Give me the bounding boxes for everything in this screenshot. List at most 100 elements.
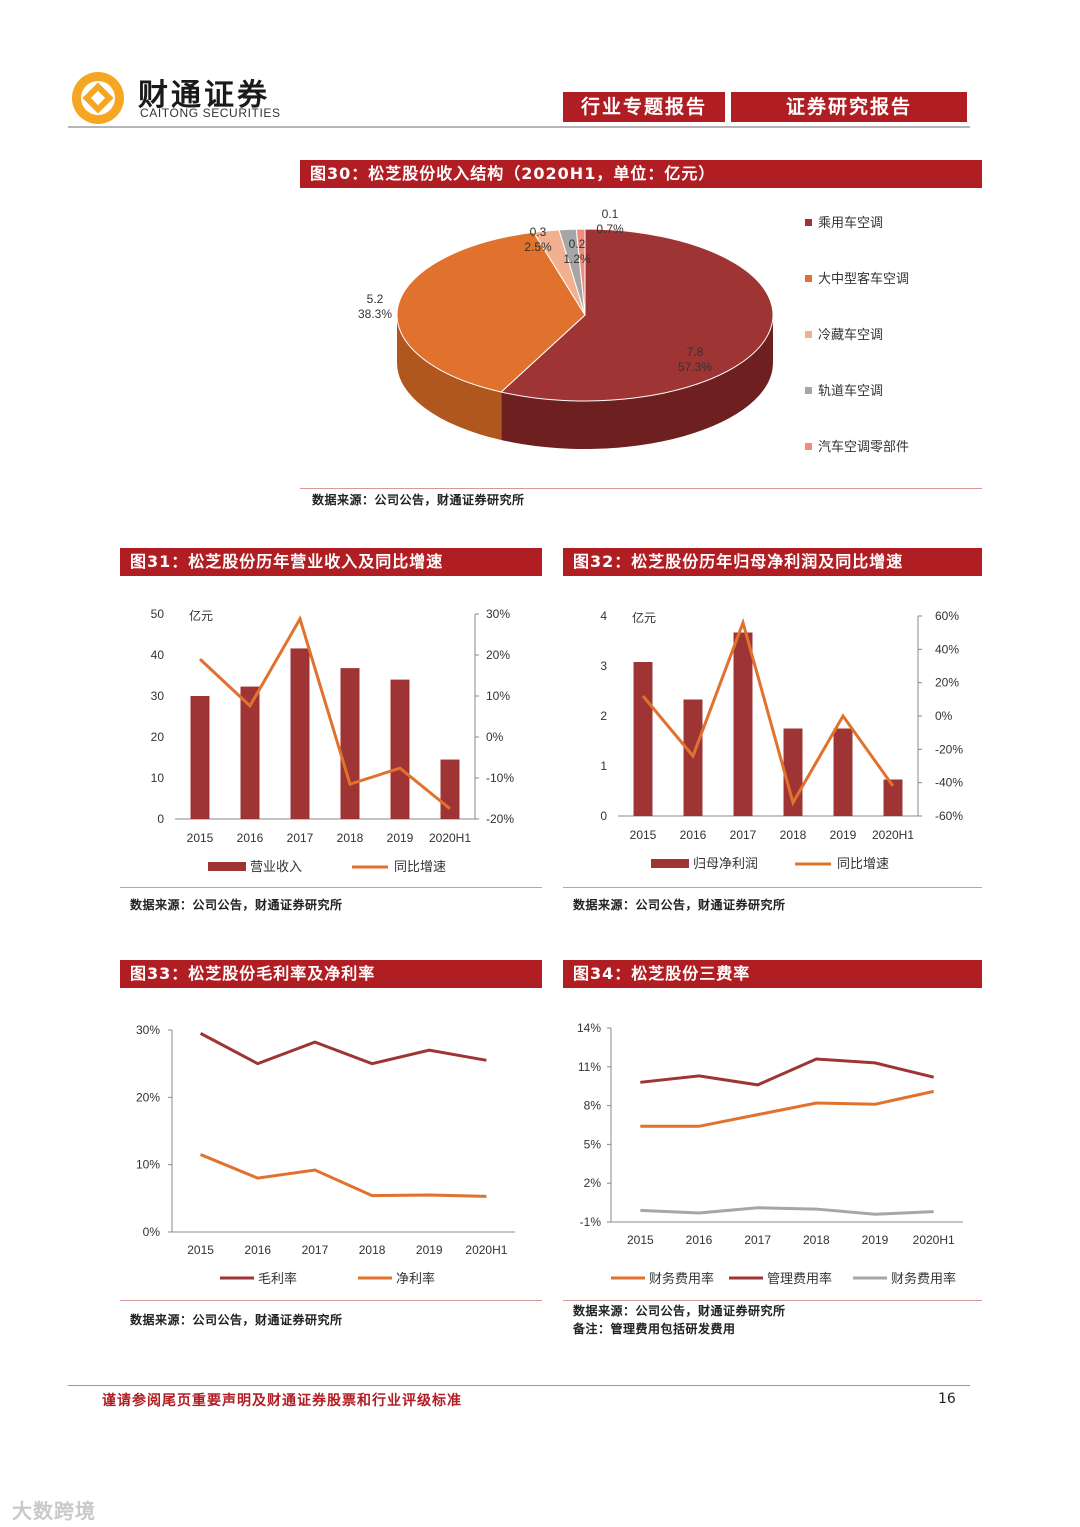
y-tick-label: 0 (157, 812, 164, 826)
y-tick-label: 2 (600, 709, 607, 723)
footer-divider (68, 1385, 970, 1386)
fig30-source: 数据来源：公司公告，财通证券研究所 (312, 493, 525, 507)
y-tick-label: 0 (600, 809, 607, 823)
fig30-source-divider (300, 488, 982, 489)
fig31-source: 数据来源：公司公告，财通证券研究所 (130, 898, 343, 912)
watermark: 大数跨境 (12, 1499, 96, 1523)
fig33-title: 图33：松芝股份毛利率及净利率 (120, 960, 542, 988)
pie-value-label-4: 0.2 (569, 237, 586, 251)
growth-line (641, 617, 895, 807)
y2-tick-label: -20% (935, 742, 963, 756)
pie-slice-1 (500, 228, 774, 402)
x-tick-label: 2016 (680, 828, 707, 842)
fig31-bar-line-chart: 0 10 20 30 40 50 -20% -10% 0% 10% 20% 30% 亿元 2015 2016… (151, 607, 515, 874)
y-tick-label: -1% (580, 1215, 602, 1229)
legend-label-2: 大中型客车空调 (818, 271, 909, 286)
bar-2019 (833, 728, 853, 816)
pie-value-label-5: 0.1 (602, 207, 619, 221)
caitong-logo-icon (72, 72, 124, 124)
series-line-3 (640, 1206, 934, 1216)
x-tick-label: 2018 (359, 1243, 386, 1257)
series-line-1 (199, 1032, 487, 1066)
y-tick-label: 5% (584, 1137, 602, 1151)
bar-2020H1 (440, 759, 460, 819)
fig32-source-divider (563, 887, 982, 888)
y-tick-label: 2% (584, 1176, 602, 1190)
x-tick-label: 2018 (337, 831, 364, 845)
bar-2019 (390, 679, 410, 819)
legend-label-5: 汽车空调零部件 (818, 439, 909, 454)
y-tick-label: 50 (151, 607, 165, 621)
pie-value-label-2: 5.2 (367, 292, 384, 306)
fig32-source: 数据来源：公司公告，财通证券研究所 (573, 898, 786, 912)
y2-tick-label: -20% (486, 812, 514, 826)
fig30-title: 图30：松芝股份收入结构（2020H1，单位：亿元） (300, 160, 982, 188)
x-tick-label: 2016 (237, 831, 264, 845)
x-tick-label: 2020H1 (465, 1243, 507, 1257)
fig30-pie-chart: 7.857.3% 5.238.3% 0.32.5% 0.21.2% 0.10.7% 乘用车… (358, 207, 909, 454)
y2-tick-label: -60% (935, 809, 963, 823)
legend-label-1: 财务费用率 (649, 1271, 714, 1286)
legend-label-line: 同比增速 (837, 856, 889, 871)
y-tick-label: 0% (143, 1225, 161, 1239)
pie-value-label-3: 0.3 (530, 225, 547, 239)
legend-label-1: 乘用车空调 (818, 215, 883, 230)
fig33-line-chart: 0% 10% 20% 30% 2015 2016 2017 2018 2019 2020H1 毛利率… (136, 1023, 515, 1286)
legend-swatch-4 (805, 387, 812, 394)
legend-swatch-2 (805, 275, 812, 282)
page-number: 16 (938, 1391, 956, 1407)
legend-swatch-5 (805, 443, 812, 450)
y2-tick-label: -40% (935, 776, 963, 790)
y-tick-label: 10% (136, 1158, 160, 1172)
fig32-bar-line-chart: 0 1 2 3 4 -60% -40% -20% 0% 20% 40% 60% 亿元 2015 2016 20… (600, 609, 963, 871)
growth-line (198, 615, 451, 810)
legend-swatch-bar (651, 859, 689, 868)
bar-2016 (240, 686, 260, 819)
series-line-2 (200, 1153, 487, 1198)
y-tick-label: 30% (136, 1023, 160, 1037)
legend-swatch-1 (805, 219, 812, 226)
legend-label-3: 冷藏车空调 (818, 327, 883, 342)
legend-swatch-3 (805, 331, 812, 338)
legend-label-1: 毛利率 (258, 1271, 297, 1286)
bar-2018 (340, 668, 360, 819)
pie-slice-2 (396, 231, 586, 393)
fig34-source: 数据来源：公司公告，财通证券研究所 (573, 1304, 786, 1318)
unit-label: 亿元 (189, 608, 213, 623)
unit-label: 亿元 (632, 610, 656, 625)
fig34-line-chart: -1% 2% 5% 8% 11% 14% 2015 2016 2017 2018 2019 2020H… (577, 1021, 963, 1286)
x-tick-label: 2015 (187, 1243, 214, 1257)
y2-tick-label: 20% (935, 676, 959, 690)
y-tick-label: 3 (600, 659, 607, 673)
bar-2020H1 (883, 779, 903, 816)
legend-label-bar: 归母净利润 (693, 856, 758, 871)
x-tick-label: 2016 (244, 1243, 271, 1257)
x-tick-label: 2020H1 (913, 1233, 955, 1247)
x-tick-label: 2016 (686, 1233, 713, 1247)
legend-label-4: 轨道车空调 (818, 383, 883, 398)
y2-tick-label: 10% (486, 689, 510, 703)
bar-2015 (190, 696, 210, 819)
legend-label-3: 财务费用率 (891, 1271, 956, 1286)
fig34-source-divider (563, 1300, 982, 1301)
legend-label-line: 同比增速 (394, 859, 446, 874)
report-type-tag: 行业专题报告 (563, 92, 725, 122)
y2-tick-label: 30% (486, 607, 510, 621)
legend-label-2: 管理费用率 (767, 1271, 832, 1286)
y-tick-label: 30 (151, 689, 165, 703)
x-tick-label: 2017 (744, 1233, 771, 1247)
x-tick-label: 2015 (630, 828, 657, 842)
fig32-title: 图32：松芝股份历年归母净利润及同比增速 (563, 548, 982, 576)
bar-2017 (290, 648, 310, 819)
fig33-source: 数据来源：公司公告，财通证券研究所 (130, 1313, 343, 1327)
fig31-title: 图31：松芝股份历年营业收入及同比增速 (120, 548, 542, 576)
y-tick-label: 8% (584, 1099, 602, 1113)
y-tick-label: 11% (578, 1060, 601, 1074)
bar-2015 (633, 662, 653, 816)
pie-percent-label-2: 38.3% (358, 307, 392, 321)
pie-slice-5 (575, 228, 586, 316)
header-divider (68, 126, 970, 128)
y-tick-label: 4 (600, 609, 607, 623)
bar-2017 (733, 632, 753, 816)
x-tick-label: 2019 (830, 828, 857, 842)
